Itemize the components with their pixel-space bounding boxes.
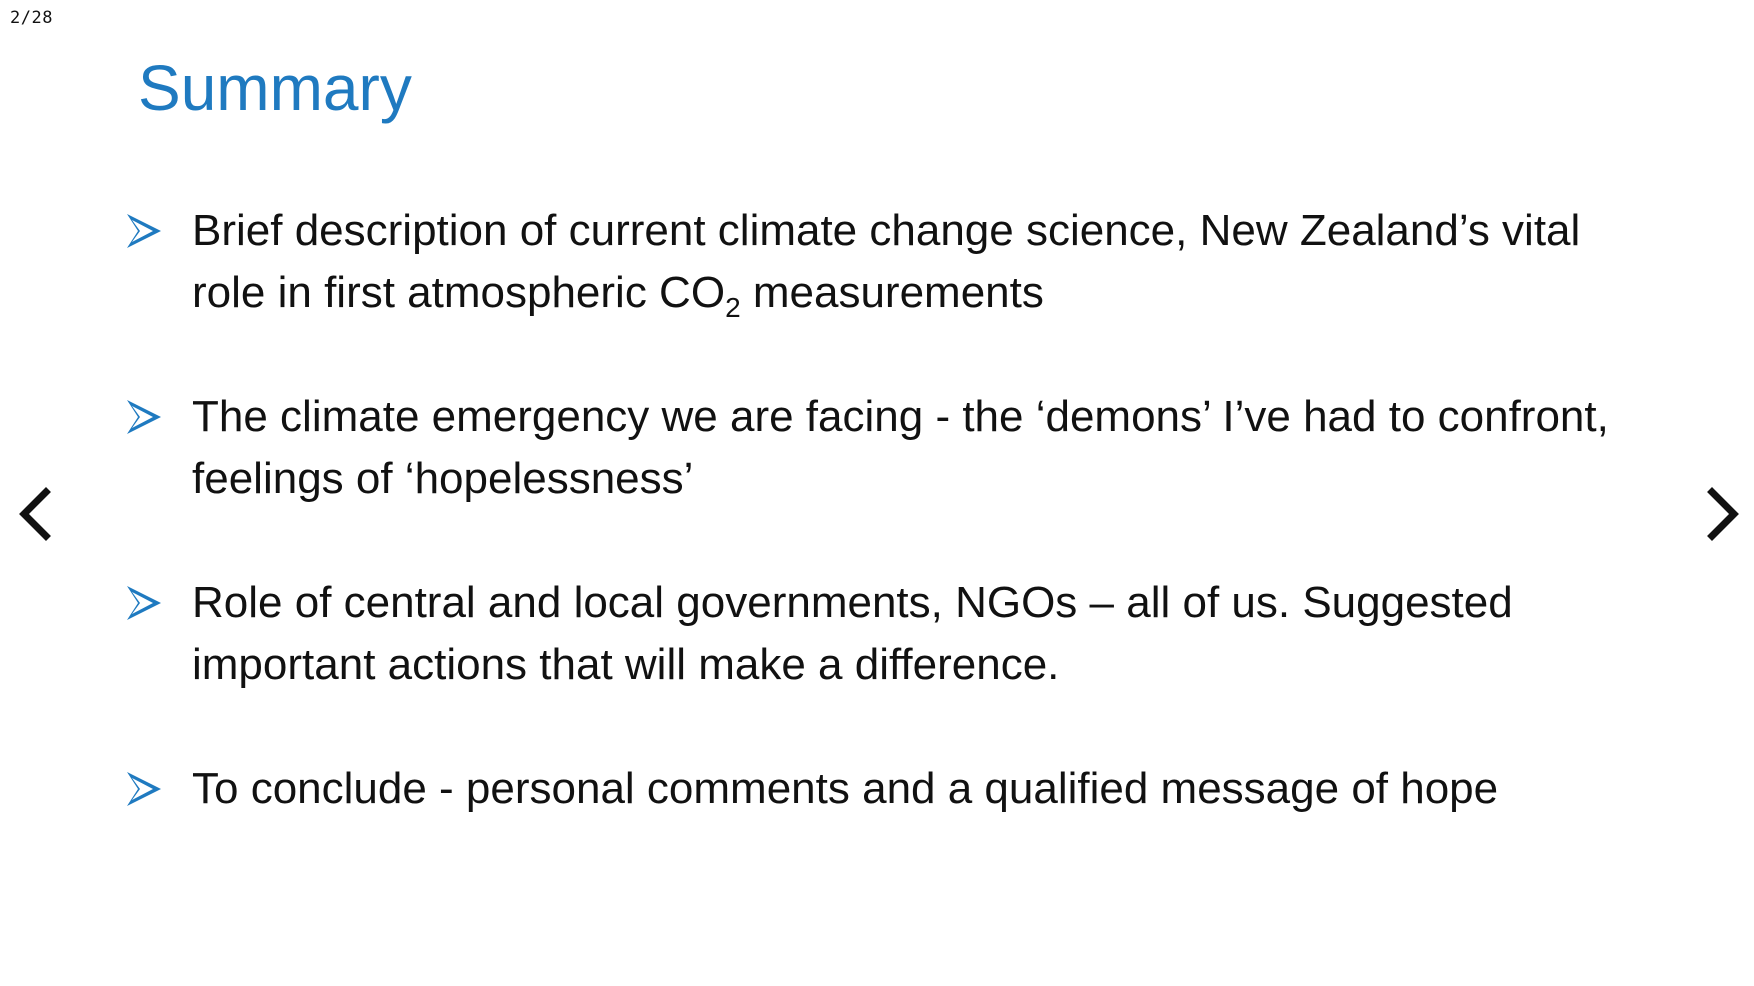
co2-subscript: 2 bbox=[725, 291, 741, 323]
page-counter: 2/28 bbox=[10, 8, 53, 28]
bullet-text: To conclude - personal comments and a qu… bbox=[192, 764, 1499, 813]
slide-title: Summary bbox=[138, 52, 412, 124]
arrow-bullet-icon bbox=[127, 772, 161, 806]
arrow-bullet-icon bbox=[127, 214, 161, 248]
bullet-list: Brief description of current climate cha… bbox=[126, 200, 1646, 820]
bullet-text: The climate emergency we are facing - th… bbox=[192, 392, 1609, 503]
bullet-item: Brief description of current climate cha… bbox=[126, 200, 1646, 324]
prev-slide-button[interactable] bbox=[14, 484, 58, 544]
bullet-text-main: Brief description of current climate cha… bbox=[192, 206, 1581, 317]
bullet-item: Role of central and local governments, N… bbox=[126, 572, 1646, 696]
bullet-item: The climate emergency we are facing - th… bbox=[126, 386, 1646, 510]
bullet-text: Role of central and local governments, N… bbox=[192, 578, 1513, 689]
chevron-left-icon bbox=[19, 487, 51, 541]
bullet-item: To conclude - personal comments and a qu… bbox=[126, 758, 1646, 820]
arrow-bullet-icon bbox=[127, 586, 161, 620]
bullet-text: Brief description of current climate cha… bbox=[192, 206, 1581, 321]
next-slide-button[interactable] bbox=[1700, 484, 1744, 544]
arrow-bullet-icon bbox=[127, 400, 161, 434]
chevron-right-icon bbox=[1707, 487, 1739, 541]
bullet-text-tail: measurements bbox=[740, 268, 1044, 317]
